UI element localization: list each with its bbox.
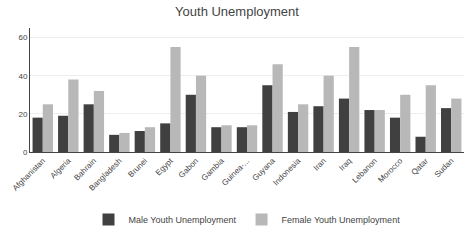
svg-text:Algeria: Algeria [49, 156, 73, 180]
svg-text:Gambia: Gambia [200, 156, 227, 183]
svg-text:Iraq: Iraq [337, 156, 353, 172]
svg-text:Brunei: Brunei [126, 156, 149, 179]
svg-text:Indonesia: Indonesia [271, 156, 302, 187]
svg-text:20: 20 [18, 110, 27, 119]
svg-text:Bangladesh: Bangladesh [87, 156, 123, 192]
svg-text:Female Youth Unemployment: Female Youth Unemployment [282, 215, 401, 225]
svg-text:60: 60 [18, 33, 27, 42]
svg-text:0: 0 [23, 148, 28, 157]
svg-text:Guinea-...: Guinea-... [220, 156, 251, 187]
svg-text:Male Youth Unemployment: Male Youth Unemployment [129, 215, 237, 225]
svg-text:Youth Unemployment: Youth Unemployment [175, 4, 299, 19]
svg-text:Guyana: Guyana [251, 156, 278, 183]
svg-text:40: 40 [18, 71, 27, 80]
svg-text:Sudan: Sudan [433, 156, 456, 179]
svg-text:Egypt: Egypt [154, 156, 175, 177]
svg-text:Lebanon: Lebanon [350, 156, 378, 184]
svg-text:Gabon: Gabon [177, 156, 200, 179]
svg-text:Afghanistan: Afghanistan [11, 156, 47, 192]
svg-text:Bahrain: Bahrain [72, 156, 98, 182]
svg-text:Qatar: Qatar [409, 156, 430, 177]
svg-text:Morocco: Morocco [376, 156, 404, 184]
svg-text:Iran: Iran [312, 156, 328, 172]
